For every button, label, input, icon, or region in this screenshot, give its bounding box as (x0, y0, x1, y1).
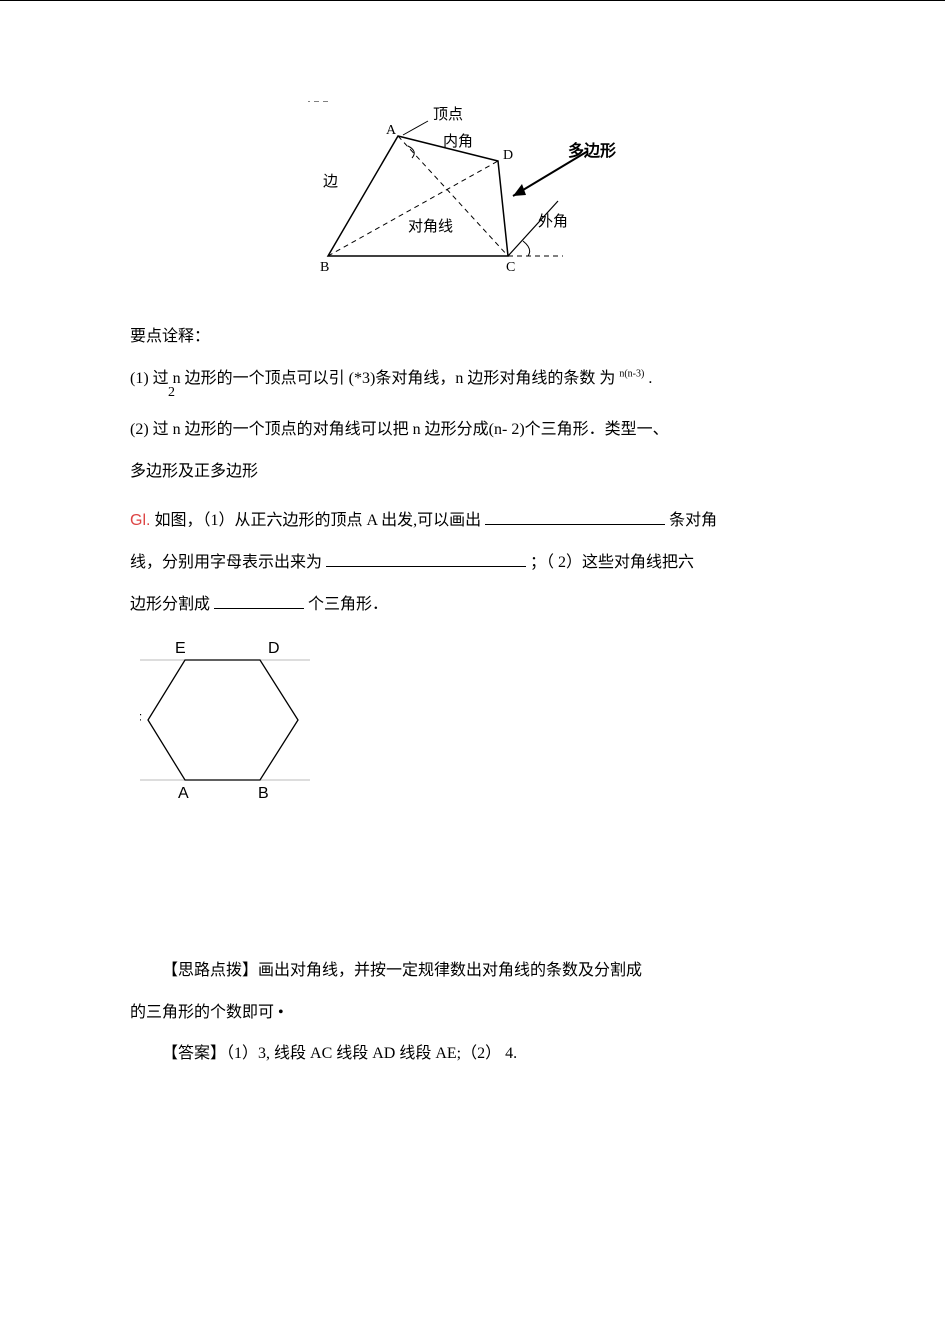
quad-shape (328, 136, 508, 256)
key-explain-heading: 要点诠释： (130, 316, 815, 358)
question-line2: 线，分别用字母表示出来为 ；（ 2）这些对角线把六 (130, 542, 815, 584)
answer-body: （1）3, 线段 AC 线段 AD 线段 AE;（2） 4. (226, 1045, 517, 1062)
blank-1 (485, 508, 665, 525)
hexagon-shape (148, 660, 298, 780)
label-B: B (320, 260, 329, 275)
document-page: 顶点 内角 多边形 边 对角线 外角 A B C D 要点诠释： (1) 过 n… (0, 0, 945, 1338)
hex-label-B: B (258, 785, 269, 802)
hint-line2: 的三角形的个数即可 • (130, 992, 815, 1034)
label-interior: 内角 (443, 133, 473, 150)
answer-label: 【答案】 (162, 1045, 226, 1062)
polygon-figure: 顶点 内角 多边形 边 对角线 外角 A B C D (308, 101, 638, 286)
section-heading: 多边形及正多边形 (130, 451, 815, 493)
question-line1: Gl. 如图，（1）从正六边形的顶点 A 出发,可以画出 条对角 (130, 500, 815, 542)
answer-block: 【思路点拨】画出对角线，并按一定规律数出对角线的条数及分割成 的三角形的个数即可… (130, 950, 815, 1075)
label-A: A (386, 123, 397, 138)
question-line3: 边形分割成 个三角形． (130, 584, 815, 626)
hint-line1: 【思路点拨】画出对角线，并按一定规律数出对角线的条数及分割成 (130, 950, 815, 992)
q-line3b: 个三角形． (308, 596, 388, 613)
question-prefix: Gl. (130, 512, 150, 529)
label-vertex: 顶点 (433, 106, 463, 123)
hexagon-figure: A B D E F (140, 635, 330, 805)
label-side: 边 (323, 173, 338, 190)
exterior-arc (523, 241, 530, 256)
hint-body2: 的三角形的个数即可 (130, 1004, 274, 1021)
label-C: C (506, 260, 515, 275)
hex-label-E: E (175, 640, 186, 657)
blank-2 (326, 550, 526, 567)
q-part1: 如图，（1）从正六边形的顶点 A 出发,可以画出 (154, 512, 481, 529)
point1-text: (1) 过 n 边形的一个顶点可以引 (*3)条对角线，n 边形对角线的条数 为 (130, 370, 619, 387)
blank-3 (214, 592, 304, 609)
hint-dot: • (278, 1004, 284, 1021)
label-polygon: 多边形 (568, 141, 616, 160)
vertex-pointer (403, 121, 428, 135)
ghost-lines (140, 660, 310, 780)
diag1 (328, 161, 498, 256)
hint-body1: 画出对角线，并按一定规律数出对角线的条数及分割成 (258, 962, 642, 979)
q-part2: 条对角 (669, 512, 717, 529)
hex-label-D: D (268, 640, 280, 657)
q-line2a: 线，分别用字母表示出来为 (130, 554, 326, 571)
hex-label-F: F (140, 712, 142, 729)
point1-formula: n(n‑3) (619, 368, 644, 379)
label-diagonal: 对角线 (408, 218, 453, 235)
q-line2b: ；（ 2）这些对角线把六 (530, 554, 694, 571)
hex-label-A: A (178, 785, 189, 802)
q-line3a: 边形分割成 (130, 596, 210, 613)
arrow-head (513, 184, 526, 196)
label-exterior: 外角 (538, 213, 568, 230)
point1-dot: . (648, 370, 652, 387)
label-D: D (503, 148, 513, 163)
answer-line: 【答案】（1）3, 线段 AC 线段 AD 线段 AE;（2） 4. (130, 1033, 815, 1075)
hint-label: 【思路点拨】 (162, 962, 258, 979)
point-2: (2) 过 n 边形的一个顶点的对角线可以把 n 边形分成(n- 2)个三角形．… (130, 409, 815, 451)
